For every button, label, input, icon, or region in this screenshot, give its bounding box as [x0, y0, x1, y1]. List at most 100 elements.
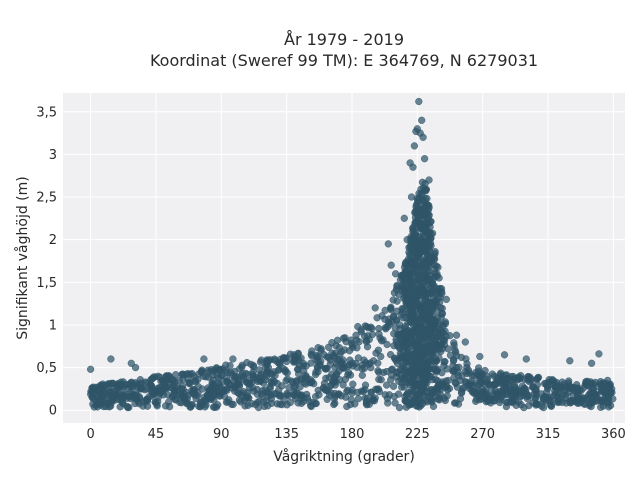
data-point-1613: [312, 371, 320, 379]
data-point-2123: [413, 359, 421, 367]
data-point-945: [330, 395, 338, 403]
data-point-2122: [213, 371, 221, 379]
data-point-2193: [409, 224, 417, 232]
data-point-1157: [387, 376, 395, 384]
data-point-2031: [266, 384, 274, 392]
chart-title-line2: Koordinat (Sweref 99 TM): E 364769, N 62…: [150, 51, 538, 70]
data-point-1835: [159, 391, 168, 399]
data-point-1574: [363, 401, 371, 409]
data-point-2098: [403, 274, 411, 282]
data-point-2033: [501, 390, 509, 399]
data-point-2054: [377, 352, 385, 361]
y-tick-label-0: 0: [49, 404, 57, 419]
data-point-1867: [294, 399, 302, 407]
y-axis-ticks: 0 0,5 1 1,5 2 2,5 3 3,5: [36, 105, 57, 418]
data-point-1746: [187, 403, 195, 411]
data-point-1981: [252, 401, 260, 409]
data-point-1929: [408, 330, 416, 338]
data-point-1851: [323, 395, 331, 403]
data-point-1844: [290, 388, 298, 396]
data-point-2044: [295, 361, 304, 369]
data-point-2214: [403, 236, 411, 244]
data-point-2172: [411, 218, 420, 226]
data-point-2161: [396, 325, 404, 333]
data-point-1908: [551, 383, 559, 391]
data-point-2096: [429, 333, 437, 341]
data-point-2136: [438, 304, 446, 313]
data-point-2186: [420, 352, 428, 360]
data-point-1909: [375, 368, 383, 377]
data-point-2013: [420, 286, 428, 294]
data-point-1756: [574, 399, 582, 407]
data-point-2225: [421, 155, 429, 163]
data-point-1525: [153, 402, 161, 410]
data-point-2087: [142, 395, 151, 404]
data-point-1631: [417, 299, 425, 308]
data-point-2171: [424, 220, 433, 228]
data-point-2202: [127, 359, 135, 367]
data-point-2177: [150, 387, 158, 395]
data-point-2175: [393, 297, 401, 305]
data-point-2205: [229, 355, 237, 363]
data-point-2198: [184, 392, 192, 400]
data-point-1868: [244, 394, 252, 402]
data-point-2184: [467, 377, 475, 385]
data-point-1945: [444, 345, 452, 353]
data-point-2121: [420, 374, 429, 382]
data-point-1776: [468, 388, 477, 396]
data-point-1384: [223, 374, 231, 382]
data-point-2039: [136, 376, 144, 384]
data-point-2076: [227, 380, 235, 388]
data-point-2117: [227, 368, 235, 377]
data-point-2134: [451, 346, 459, 354]
data-point-2229: [452, 331, 461, 339]
data-point-2178: [407, 313, 415, 321]
data-point-2092: [205, 393, 213, 402]
data-point-2112: [427, 341, 435, 349]
data-point-2073: [308, 377, 316, 385]
y-tick-label-2: 1: [49, 318, 57, 333]
data-point-2120: [525, 392, 533, 400]
data-point-1806: [335, 355, 343, 364]
data-point-1405: [210, 403, 218, 411]
data-point-2130: [204, 366, 212, 374]
data-point-2095: [346, 371, 355, 379]
data-point-2078: [564, 384, 572, 392]
data-point-2230: [461, 338, 469, 346]
data-point-1784: [280, 354, 288, 362]
data-point-2182: [92, 397, 100, 406]
data-point-2140: [418, 364, 426, 372]
data-point-2203: [132, 364, 140, 372]
data-point-1546: [389, 382, 398, 390]
data-point-602: [116, 403, 124, 411]
data-point-2019: [401, 353, 409, 361]
data-point-2062: [411, 264, 419, 272]
data-point-1646: [492, 380, 500, 388]
data-point-1522: [237, 389, 246, 397]
data-point-2138: [198, 385, 206, 393]
data-point-2032: [492, 393, 500, 401]
data-point-1952: [170, 390, 178, 398]
data-point-2204: [200, 355, 208, 363]
data-point-2080: [314, 364, 322, 372]
data-point-2217: [409, 163, 417, 171]
data-point-1803: [264, 356, 273, 365]
data-point-2163: [401, 368, 409, 376]
data-point-1468: [425, 364, 434, 373]
data-point-2190: [201, 403, 209, 411]
data-point-2173: [362, 336, 370, 345]
data-point-1975: [270, 368, 278, 376]
data-point-2147: [425, 348, 433, 357]
data-point-2157: [399, 305, 407, 313]
data-point-2139: [408, 251, 416, 259]
data-point-2084: [454, 372, 462, 380]
data-point-1865: [257, 390, 266, 398]
data-point-2159: [272, 390, 280, 398]
data-point-2153: [421, 246, 430, 254]
data-point-2207: [333, 336, 342, 344]
data-point-2101: [403, 293, 411, 301]
data-point-2037: [599, 402, 607, 410]
data-point-2119: [555, 398, 563, 407]
data-point-2152: [369, 397, 377, 405]
data-point-2160: [344, 362, 352, 370]
